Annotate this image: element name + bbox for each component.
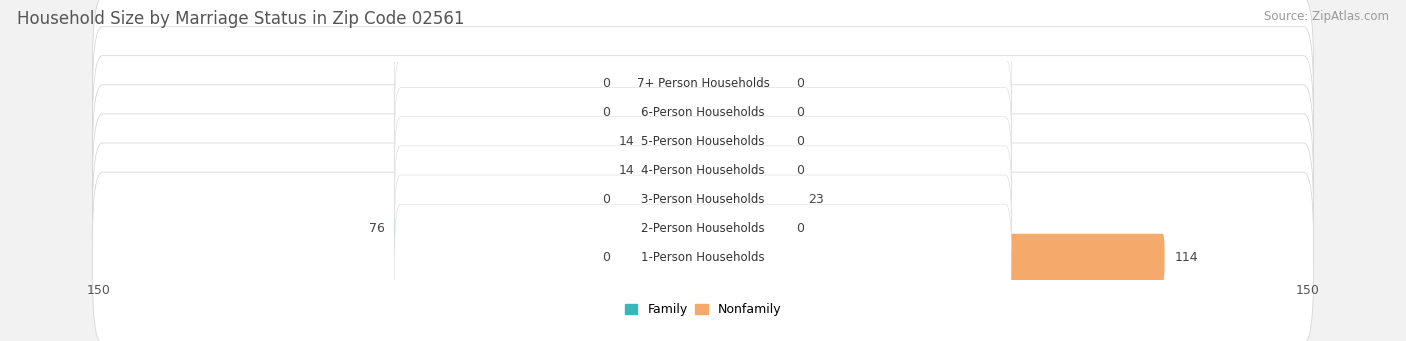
FancyBboxPatch shape	[93, 0, 1313, 169]
FancyBboxPatch shape	[395, 205, 704, 253]
FancyBboxPatch shape	[93, 172, 1313, 341]
FancyBboxPatch shape	[93, 85, 1313, 256]
Legend: Family, Nonfamily: Family, Nonfamily	[620, 298, 786, 321]
FancyBboxPatch shape	[395, 59, 1011, 166]
Text: 6-Person Households: 6-Person Households	[641, 106, 765, 119]
FancyBboxPatch shape	[395, 30, 1011, 137]
Text: 114: 114	[1174, 251, 1198, 264]
FancyBboxPatch shape	[620, 176, 704, 224]
FancyBboxPatch shape	[702, 147, 786, 194]
Text: 3-Person Households: 3-Person Households	[641, 193, 765, 206]
Text: 0: 0	[796, 106, 804, 119]
Text: 2-Person Households: 2-Person Households	[641, 222, 765, 235]
Text: Household Size by Marriage Status in Zip Code 02561: Household Size by Marriage Status in Zip…	[17, 10, 464, 28]
FancyBboxPatch shape	[644, 147, 704, 194]
Text: 7+ Person Households: 7+ Person Households	[637, 77, 769, 90]
FancyBboxPatch shape	[93, 27, 1313, 198]
FancyBboxPatch shape	[702, 176, 797, 224]
FancyBboxPatch shape	[620, 59, 704, 107]
Text: 0: 0	[796, 77, 804, 90]
FancyBboxPatch shape	[702, 59, 786, 107]
Text: 4-Person Households: 4-Person Households	[641, 164, 765, 177]
Text: 1-Person Households: 1-Person Households	[641, 251, 765, 264]
FancyBboxPatch shape	[702, 205, 786, 253]
Text: 0: 0	[796, 164, 804, 177]
FancyBboxPatch shape	[702, 234, 1164, 282]
FancyBboxPatch shape	[395, 175, 1011, 282]
Text: 5-Person Households: 5-Person Households	[641, 135, 765, 148]
FancyBboxPatch shape	[644, 117, 704, 165]
FancyBboxPatch shape	[395, 204, 1011, 311]
Text: 14: 14	[619, 164, 634, 177]
Text: 0: 0	[602, 251, 610, 264]
FancyBboxPatch shape	[93, 56, 1313, 227]
FancyBboxPatch shape	[395, 88, 1011, 195]
Text: 0: 0	[602, 193, 610, 206]
FancyBboxPatch shape	[93, 143, 1313, 314]
Text: 0: 0	[602, 77, 610, 90]
Text: 0: 0	[796, 222, 804, 235]
FancyBboxPatch shape	[702, 88, 786, 136]
FancyBboxPatch shape	[395, 117, 1011, 224]
FancyBboxPatch shape	[702, 117, 786, 165]
Text: Source: ZipAtlas.com: Source: ZipAtlas.com	[1264, 10, 1389, 23]
Text: 23: 23	[808, 193, 824, 206]
Text: 0: 0	[796, 135, 804, 148]
FancyBboxPatch shape	[93, 114, 1313, 285]
Text: 14: 14	[619, 135, 634, 148]
FancyBboxPatch shape	[620, 234, 704, 282]
FancyBboxPatch shape	[395, 146, 1011, 253]
Text: 76: 76	[368, 222, 385, 235]
Text: 0: 0	[602, 106, 610, 119]
FancyBboxPatch shape	[620, 88, 704, 136]
